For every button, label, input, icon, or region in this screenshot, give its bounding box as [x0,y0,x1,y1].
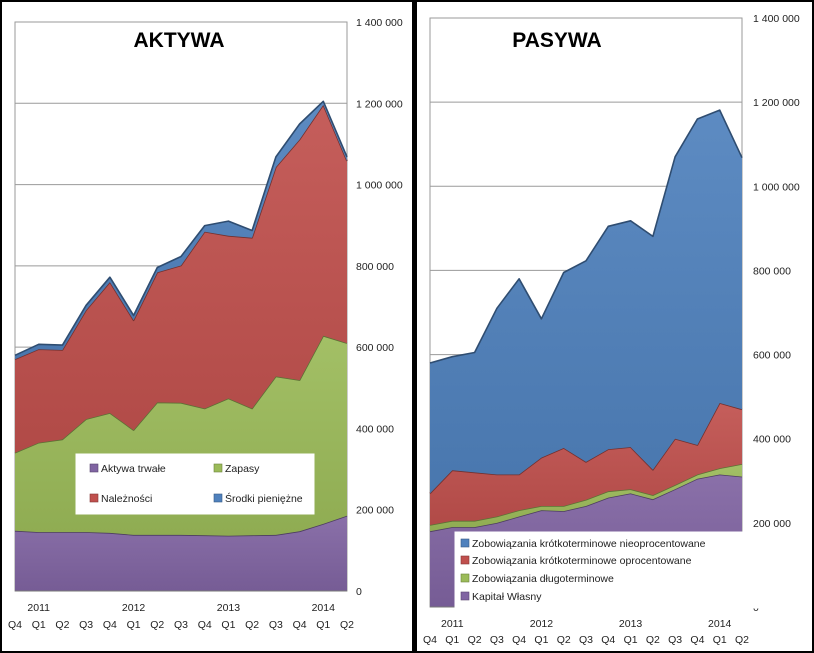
legend-entry: Zobowiązania krótkoterminowe nieoprocent… [472,538,706,550]
y-tick-label: 400 000 [356,423,394,435]
legend-entry: Kapitał Własny [472,591,542,603]
x-year-label: 2011 [441,618,464,630]
x-tick-label: Q2 [735,634,749,646]
x-tick-label: Q2 [150,619,164,631]
x-year-label: 2012 [122,602,146,614]
series-area-3 [430,403,742,525]
legend-entry: Zapasy [225,463,260,475]
x-year-label: 2013 [217,602,241,614]
y-tick-label: 400 000 [753,434,791,446]
legend-swatch [89,493,99,503]
legend-entry: Zobowiązania długoterminowe [472,573,614,585]
chart-title: AKTYWA [134,29,225,52]
x-tick-label: Q1 [713,634,727,646]
chart-title: PASYWA [512,29,601,52]
series-edge-4 [14,100,348,357]
y-tick-label: 800 000 [356,261,394,273]
y-tick-label: 1 000 000 [753,181,800,193]
x-tick-label: Q1 [127,619,141,631]
x-year-label: 2014 [708,618,732,630]
x-tick-label: Q4 [423,634,437,646]
x-tick-label: Q1 [32,619,46,631]
x-year-label: 2011 [27,602,50,614]
x-year-label: 2013 [619,618,643,630]
x-tick-label: Q1 [624,634,638,646]
legend-swatch [213,463,223,473]
series-area-4 [430,110,742,494]
x-tick-label: Q1 [316,619,330,631]
series-edge-4 [429,109,743,364]
y-tick-label: 600 000 [753,350,791,362]
y-tick-label: 600 000 [356,342,394,354]
x-tick-label: Q2 [557,634,571,646]
legend: Aktywa trwałe Zapasy Należności Środki pien… [75,453,315,515]
y-tick-label: 200 000 [356,505,394,517]
x-tick-label: Q3 [579,634,593,646]
x-tick-label: Q2 [468,634,482,646]
assets-chart-panel: AKTYWA 0 200 000 400 000 600 000 800 000 1 00… [2,2,412,651]
x-tick-label: Q4 [690,634,704,646]
x-tick-label: Q3 [79,619,93,631]
x-tick-label: Q3 [174,619,188,631]
x-tick-label: Q1 [445,634,459,646]
legend: Zobowiązania krótkoterminowe nieoprocent… [454,531,766,609]
y-tick-label: 1 400 000 [753,13,800,25]
x-tick-label: Q2 [55,619,69,631]
x-tick-label: Q4 [103,619,117,631]
x-tick-label: Q4 [198,619,212,631]
legend-swatch [460,538,470,548]
x-year-label: 2012 [530,618,554,630]
x-tick-label: Q4 [601,634,615,646]
legend-swatch [213,493,223,503]
assets-area-chart: AKTYWA 0 200 000 400 000 600 000 800 000 1 00… [8,17,403,631]
legend-entry: Aktywa trwałe [101,463,166,475]
series-area-1 [15,515,347,591]
x-tick-label: Q4 [293,619,307,631]
series-area-3 [15,104,347,453]
y-tick-label: 800 000 [753,265,791,277]
x-year-label: 2014 [312,602,336,614]
legend-entry: Zobowiązania krótkoterminowe oprocentowa… [472,555,692,567]
y-tick-label: 1 200 000 [356,98,403,110]
x-tick-label: Q3 [269,619,283,631]
x-tick-label: Q3 [668,634,682,646]
x-tick-label: Q4 [8,619,22,631]
legend-swatch [460,591,470,601]
legend-swatch [460,573,470,583]
y-tick-label: 1 400 000 [356,17,403,29]
y-tick-label: 0 [356,586,362,598]
legend-entry: Należności [101,493,152,505]
x-tick-label: Q2 [340,619,354,631]
x-tick-label: Q3 [490,634,504,646]
x-tick-label: Q1 [534,634,548,646]
series-area-4 [15,101,347,360]
series-area-2 [430,464,742,532]
y-tick-label: 1 200 000 [753,97,800,109]
legend-swatch [460,555,470,565]
x-tick-label: Q4 [512,634,526,646]
x-tick-label: Q2 [646,634,660,646]
x-tick-label: Q1 [221,619,235,631]
legend-swatch [89,463,99,473]
legend-box [454,531,766,609]
legend-entry: Środki pieniężne [225,492,303,505]
legend-box [75,453,315,515]
y-tick-label: 1 000 000 [356,180,403,192]
y-tick-label: 200 000 [753,518,791,530]
x-tick-label: Q2 [245,619,259,631]
